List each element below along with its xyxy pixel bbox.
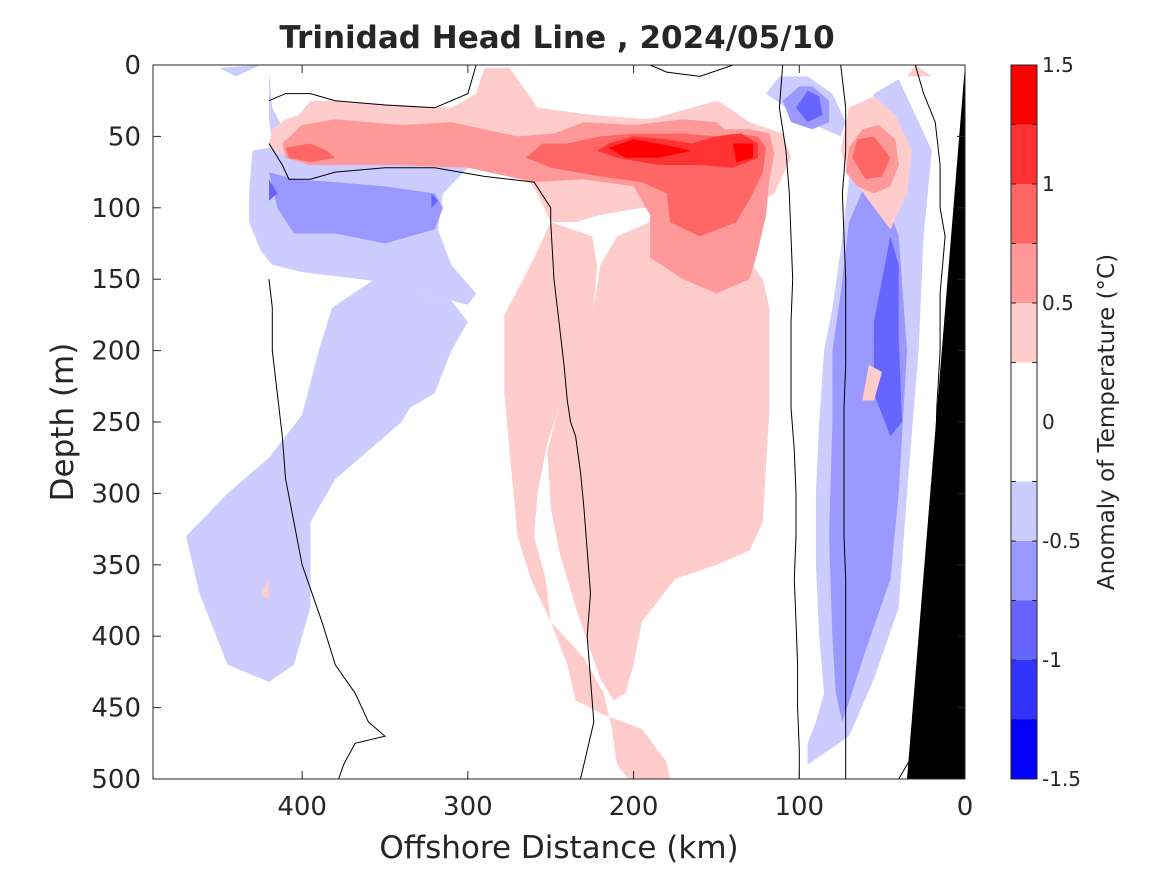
y-tick-label: 450: [91, 694, 141, 724]
anomaly-region-22: [285, 143, 336, 163]
anomaly-region-24: [852, 136, 891, 180]
zero-contour-1: [268, 143, 595, 779]
x-tick-label: 300: [443, 792, 493, 822]
colorbar-swatch: [1011, 243, 1037, 303]
chart-title: Trinidad Head Line , 2024/05/10: [279, 20, 834, 56]
colorbar-swatch: [1011, 600, 1037, 660]
x-tick-label: 100: [774, 792, 824, 822]
anomaly-region-12: [873, 236, 902, 437]
bathymetry-bottom: [907, 65, 965, 779]
x-tick-label: 0: [957, 792, 974, 822]
x-tick-label: 400: [277, 792, 327, 822]
y-tick-label: 400: [91, 622, 141, 652]
colorbar-swatch: [1011, 65, 1037, 125]
anomaly-region-3: [219, 65, 261, 77]
y-tick-label: 250: [91, 408, 141, 438]
anomaly-region-5: [269, 172, 443, 244]
colorbar-swatch: [1011, 303, 1037, 363]
anomaly-region-19: [260, 579, 269, 601]
anomaly-region-1: [186, 272, 468, 682]
colorbar-frame: [1010, 64, 1038, 780]
anomaly-region-14: [504, 222, 670, 779]
anomaly-region-27: [733, 143, 753, 163]
colorbar-tick-label: -1: [1042, 648, 1062, 672]
x-axis-ticks: 400 300 200 100 0: [277, 65, 973, 822]
y-tick-label: 300: [91, 479, 141, 509]
anomaly-region-18: [907, 65, 932, 77]
colorbar-swatch: [1011, 541, 1037, 601]
colorbar-tick-label: 1.5: [1042, 53, 1074, 77]
zero-contour-3: [778, 65, 800, 779]
y-tick-label: 350: [91, 551, 141, 581]
x-tick-label: 200: [609, 792, 659, 822]
colorbar: 1.5 1 0.5 0 -0.5 -1 -1.5: [1010, 53, 1081, 791]
colorbar-tick-label: -0.5: [1042, 529, 1081, 553]
zero-contour-0: [268, 65, 477, 109]
colorbar-swatch: [1011, 719, 1037, 779]
x-axis-label: Offshore Distance (km): [379, 830, 738, 866]
anomaly-regions: [186, 65, 932, 779]
colorbar-swatch: [1011, 362, 1037, 482]
y-tick-label: 100: [91, 194, 141, 224]
colorbar-tick-label: -1.5: [1042, 767, 1081, 791]
colorbar-tick-label: 0: [1042, 410, 1055, 434]
colorbar-swatch: [1011, 124, 1037, 184]
anomaly-region-11: [796, 90, 823, 123]
colorbar-tick-label: 1: [1042, 172, 1055, 196]
colorbar-swatch: [1011, 481, 1037, 541]
anomaly-region-26: [608, 139, 692, 158]
y-tick-label: 200: [91, 337, 141, 367]
y-tick-label: 50: [108, 122, 141, 152]
colorbar-swatch: [1011, 660, 1037, 720]
zero-contour-5: [649, 65, 734, 77]
colorbar-label: Anomaly of Temperature (°C): [1094, 254, 1120, 590]
zero-contour-4: [840, 65, 847, 779]
anomaly-region-17: [862, 364, 883, 401]
anomaly-region-9: [269, 179, 278, 201]
anomaly-region-15: [547, 207, 770, 701]
y-tick-label: 150: [91, 265, 141, 295]
y-tick-label: 0: [124, 51, 141, 81]
y-axis-label: Depth (m): [45, 343, 81, 502]
y-axis-ticks: 0 50 100 150 200 250 300 350 400 450 500: [91, 51, 965, 795]
zero-contour-2: [268, 279, 387, 779]
y-tick-label: 500: [91, 765, 141, 795]
colorbar-tick-label: 0.5: [1042, 291, 1074, 315]
anomaly-region-10: [431, 193, 438, 208]
colorbar-swatch: [1011, 184, 1037, 244]
